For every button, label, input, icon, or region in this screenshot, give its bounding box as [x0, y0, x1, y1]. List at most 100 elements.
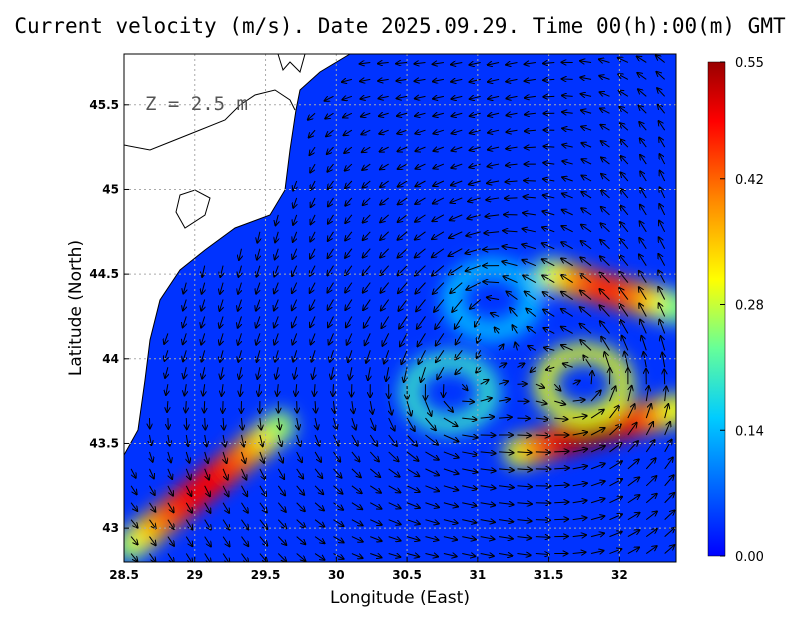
velocity-arrow	[542, 243, 555, 250]
velocity-arrow	[205, 434, 207, 446]
velocity-arrow	[498, 381, 508, 384]
velocity-arrow	[345, 197, 353, 206]
velocity-arrow	[451, 164, 463, 168]
velocity-arrow	[344, 146, 353, 153]
velocity-arrow	[183, 282, 186, 294]
velocity-arrow	[554, 418, 567, 419]
velocity-arrow	[581, 110, 592, 113]
velocity-arrow	[506, 291, 518, 300]
velocity-arrow	[167, 468, 172, 479]
eddy-blob	[607, 389, 630, 412]
velocity-arrow	[638, 89, 647, 97]
velocity-arrow	[656, 55, 665, 63]
velocity-arrow	[292, 265, 298, 276]
velocity-arrow	[517, 554, 530, 556]
velocity-arrow	[581, 225, 592, 233]
velocity-arrow	[397, 130, 408, 133]
velocity-arrow	[450, 282, 463, 294]
velocity-arrow	[277, 553, 286, 562]
velocity-arrow	[627, 404, 635, 419]
velocity-arrow	[600, 108, 610, 114]
velocity-arrow	[238, 299, 242, 311]
velocity-arrow	[363, 231, 371, 240]
colorbar-tick-label: 0.00	[735, 550, 764, 565]
velocity-arrow	[619, 272, 629, 283]
velocity-arrow	[562, 210, 573, 216]
velocity-arrow	[241, 451, 245, 463]
velocity-arrow	[382, 333, 390, 345]
velocity-arrow	[223, 418, 224, 430]
velocity-arrow	[517, 435, 530, 436]
velocity-arrow	[499, 344, 503, 351]
depth-label: Z = 2.5 m	[145, 93, 248, 115]
velocity-arrow	[149, 519, 155, 529]
velocity-arrow	[164, 333, 168, 343]
velocity-arrow	[600, 125, 610, 131]
velocity-arrow	[398, 231, 408, 240]
velocity-arrow	[498, 537, 513, 539]
velocity-arrow	[360, 79, 371, 81]
velocity-arrow	[398, 299, 408, 311]
velocity-arrow	[517, 363, 524, 367]
velocity-arrow	[562, 128, 573, 130]
velocity-arrow	[293, 231, 297, 242]
velocity-arrow	[590, 446, 605, 453]
velocity-arrow	[488, 164, 500, 166]
velocity-arrow	[599, 289, 610, 300]
velocity-arrow	[543, 163, 555, 164]
velocity-arrow	[506, 147, 518, 149]
velocity-arrow	[186, 434, 188, 446]
velocity-arrow	[274, 333, 278, 344]
colorbar-tick-label: 0.28	[735, 299, 764, 314]
velocity-arrow	[659, 237, 666, 249]
colorbar-tick-label: 0.55	[735, 56, 764, 71]
velocity-arrow	[259, 451, 264, 463]
velocity-arrow	[485, 215, 500, 217]
velocity-arrow	[223, 451, 226, 463]
velocity-arrow	[399, 316, 408, 328]
velocity-arrow	[456, 333, 463, 344]
velocity-arrow	[369, 434, 377, 446]
velocity-arrow	[204, 502, 211, 513]
velocity-arrow	[185, 502, 192, 513]
velocity-arrow	[639, 303, 647, 317]
velocity-arrow	[664, 422, 670, 436]
velocity-arrow	[380, 180, 389, 187]
velocity-arrow	[619, 107, 629, 114]
velocity-arrow	[470, 147, 481, 150]
velocity-arrow	[448, 248, 463, 256]
velocity-arrow	[470, 130, 481, 133]
eddy-blob	[458, 409, 481, 432]
velocity-arrow	[433, 163, 445, 168]
velocity-arrow	[184, 367, 187, 378]
velocity-arrow	[450, 214, 463, 220]
velocity-arrow	[581, 159, 592, 165]
velocity-arrow	[443, 434, 459, 442]
velocity-arrow	[664, 510, 675, 521]
velocity-arrow	[522, 260, 537, 267]
y-tick-label: 43.5	[89, 436, 119, 450]
velocity-arrow	[572, 552, 586, 553]
velocity-arrow	[259, 468, 265, 480]
velocity-arrow	[443, 502, 458, 507]
lagoon-outline	[124, 89, 296, 151]
velocity-arrow	[640, 205, 647, 216]
velocity-arrow	[183, 316, 187, 327]
x-tick-label: 31.5	[534, 568, 564, 582]
velocity-arrow	[433, 79, 444, 81]
velocity-arrow	[640, 188, 647, 199]
velocity-arrow	[609, 532, 621, 538]
velocity-arrow	[259, 519, 267, 529]
eddy-blob	[501, 316, 523, 339]
velocity-arrow	[443, 554, 457, 557]
x-axis-label: Longitude (East)	[330, 588, 470, 608]
velocity-arrow	[488, 130, 500, 133]
velocity-arrow	[406, 485, 420, 492]
velocity-arrow	[314, 384, 315, 396]
velocity-arrow	[581, 94, 592, 96]
velocity-arrow	[522, 244, 537, 250]
velocity-arrow	[185, 468, 190, 480]
velocity-arrow	[525, 292, 537, 300]
eddy-blob	[515, 272, 538, 295]
velocity-arrow	[202, 367, 205, 378]
